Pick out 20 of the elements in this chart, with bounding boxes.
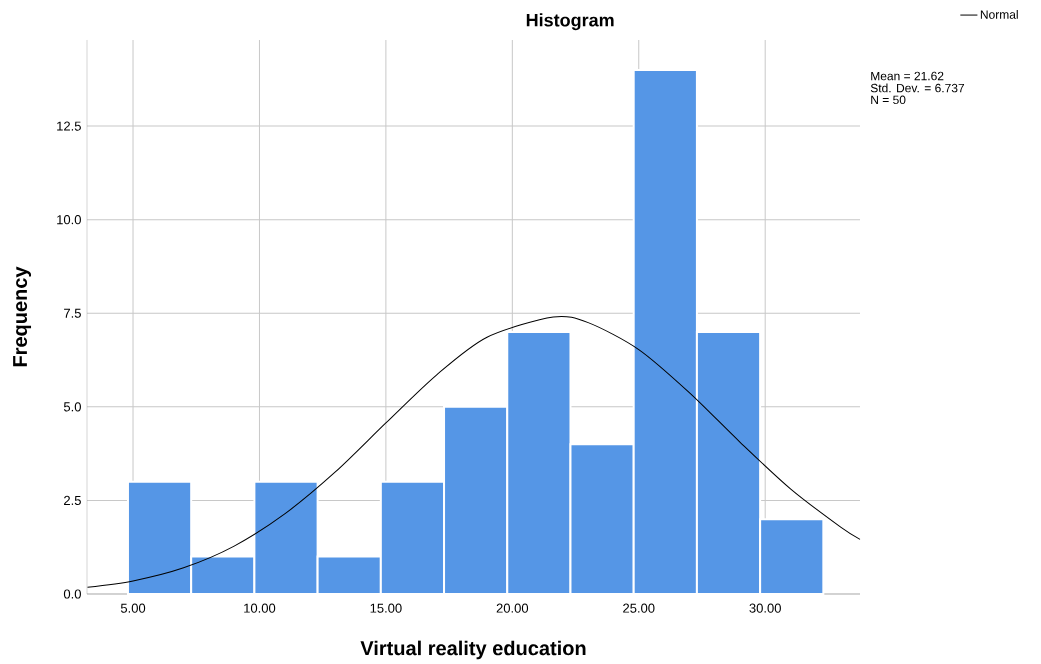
x-tick-label: 20.00	[496, 603, 529, 613]
text: N = 50	[871, 95, 906, 105]
legend-label: Normal	[980, 9, 1018, 19]
y-tick-label: 2.5	[64, 495, 81, 506]
x-axis-title: Virtual reality education	[360, 640, 586, 660]
text: Std. Dev. = 6.737	[870, 83, 965, 93]
y-axis-title: Frequency	[13, 266, 32, 367]
line-series	[87, 315, 861, 588]
y-tick-label: 0.0	[63, 589, 81, 599]
y-tick-label: 10.0	[57, 215, 81, 225]
x-tick-label: 25.00	[623, 603, 655, 613]
x-tick-label: 15.00	[370, 603, 402, 613]
x-tick-label: 5.00	[120, 603, 146, 613]
y-tick-label: 5.0	[63, 402, 81, 412]
text: Mean = 21.62	[871, 71, 944, 81]
x-tick-label: 30.00	[749, 603, 781, 613]
y-tick-label: 7.5	[64, 308, 81, 318]
x-tick-label: 10.00	[244, 603, 276, 613]
y-tick-label: 12.5	[57, 121, 81, 131]
chart-title: Histogram	[526, 13, 614, 31]
